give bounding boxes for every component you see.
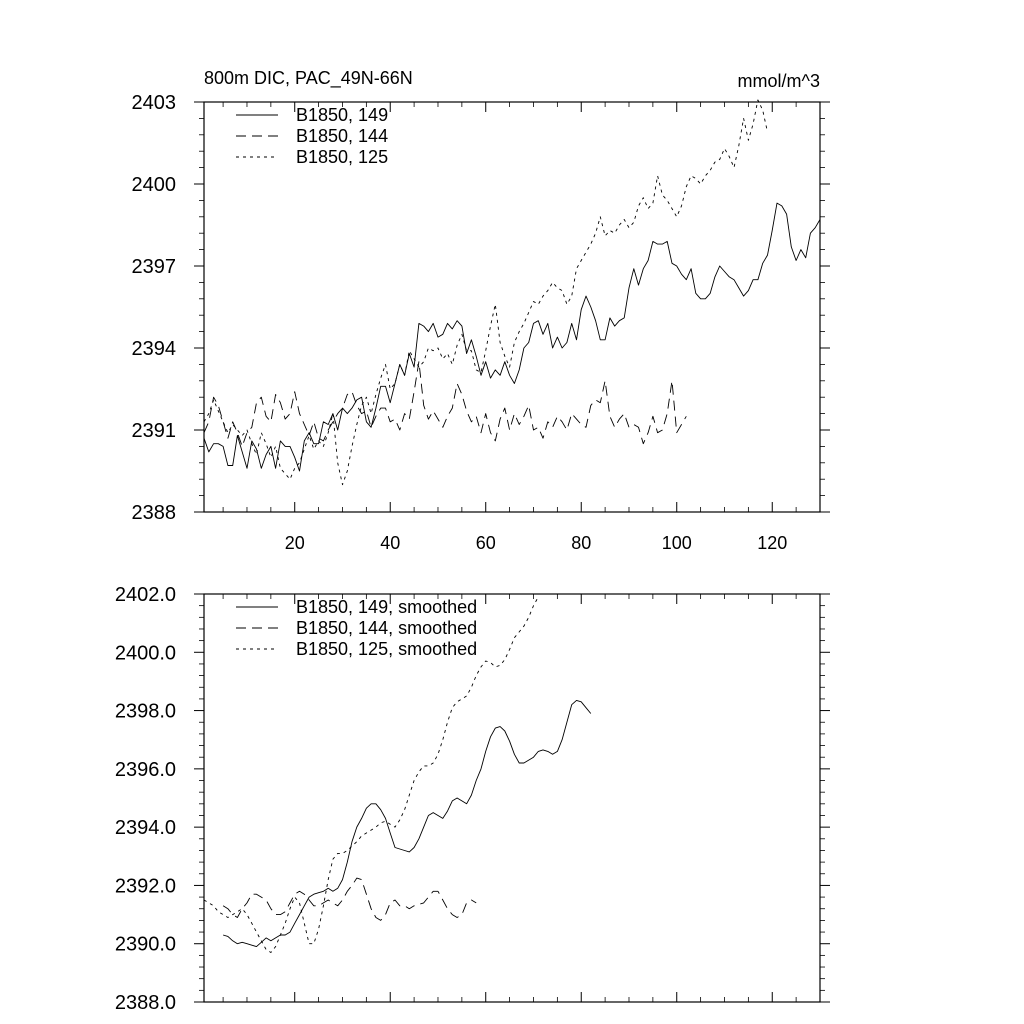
bottom-y-tick-label: 2402.0	[115, 584, 176, 606]
top-x-tick-label: 120	[757, 533, 787, 553]
bottom-legend-label-2: B1850, 144, smoothed	[296, 618, 477, 638]
top-x-tick-label: 20	[285, 533, 305, 553]
bottom-series-line-2	[222, 877, 477, 921]
top-plot-frame	[203, 101, 821, 513]
top-series-line-1	[203, 202, 821, 472]
bottom-y-tick-label: 2396.0	[115, 759, 176, 781]
bottom-y-tick-label: 2400.0	[115, 642, 176, 664]
bottom-legend-label-3: B1850, 125, smoothed	[296, 639, 477, 659]
top-y-tick-label: 2397	[132, 256, 177, 278]
bottom-y-tick-label: 2398.0	[115, 701, 176, 723]
top-y-tick-label: 2394	[132, 338, 177, 360]
top-y-tick-label: 2388	[132, 502, 177, 524]
top-y-tick-label: 2403	[132, 92, 177, 114]
bottom-y-tick-label: 2388.0	[115, 992, 176, 1014]
bottom-y-tick-label: 2392.0	[115, 875, 176, 897]
bottom-axis-ticks: 2388.0 2390.0 2392.0 2394.0 2396.0 2398.0 2400…	[115, 584, 830, 1014]
bottom-y-tick-label: 2390.0	[115, 934, 176, 956]
bottom-series-line-3	[203, 596, 539, 953]
bottom-series-lines	[203, 596, 592, 953]
bottom-panel: 2388.0 2390.0 2392.0 2394.0 2396.0 2398.0 2400…	[115, 584, 830, 1014]
top-y-tick-label: 2391	[132, 420, 177, 442]
top-series-line-2	[203, 361, 687, 447]
bottom-legend-label-1: B1850, 149, smoothed	[296, 597, 477, 617]
top-x-tick-label: 60	[476, 533, 496, 553]
top-series-line-3	[203, 99, 768, 486]
top-x-tick-label: 100	[662, 533, 692, 553]
top-legend-label-2: B1850, 144	[296, 126, 388, 146]
top-panel: 800m DIC, PAC_49N-66N mmol/m^3 20 40 60 80 1…	[132, 68, 830, 553]
bottom-series-line-1	[222, 699, 592, 948]
chart-title: 800m DIC, PAC_49N-66N	[204, 68, 413, 89]
top-legend-label-1: B1850, 149	[296, 105, 388, 125]
units-label: mmol/m^3	[738, 71, 820, 91]
top-y-tick-label: 2400	[132, 174, 177, 196]
top-x-tick-label: 80	[571, 533, 591, 553]
top-legend-label-3: B1850, 125	[296, 147, 388, 167]
top-x-tick-label: 40	[380, 533, 400, 553]
bottom-y-tick-label: 2394.0	[115, 817, 176, 839]
top-axis-ticks: 20 40 60 80 100 120 2388 2391 2394 2397 2400 2403	[132, 92, 830, 553]
bottom-plot-frame	[203, 593, 821, 1003]
top-series-lines	[203, 99, 821, 486]
